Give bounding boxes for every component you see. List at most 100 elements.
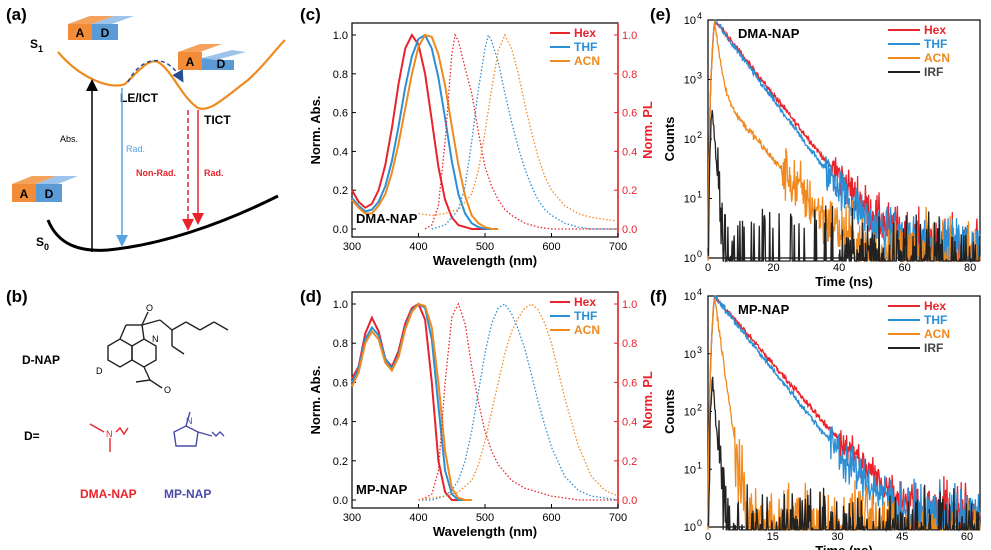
acceptor-label-bottom: A	[20, 187, 29, 201]
legend-label-thf: THF	[574, 40, 597, 54]
x-tick-label: 60	[961, 531, 973, 543]
series-hex	[707, 295, 981, 531]
sample-label: MP-NAP	[738, 302, 790, 317]
x-tick-label: 0	[705, 531, 711, 543]
y-tick-label: 0.0	[333, 495, 348, 507]
y-tick-label: 0.0	[333, 224, 348, 236]
legend-label-acn: ACN	[924, 51, 950, 65]
naphthalimide-structure	[107, 311, 229, 389]
y-axis-title: Norm. Abs.	[308, 366, 323, 435]
legend-label-hex: Hex	[574, 295, 596, 309]
y-tick-label: 0.4	[333, 417, 348, 429]
legend-label-irf: IRF	[924, 65, 943, 79]
y-tick-exponent: 3	[697, 345, 702, 355]
panel-a-label: (a)	[6, 5, 27, 24]
legend-label-acn: ACN	[574, 323, 600, 337]
x-axis-title: Wavelength (nm)	[433, 524, 537, 539]
series-acn-abs	[351, 302, 472, 501]
panel-b-label: (b)	[6, 287, 28, 306]
y-tick-exponent: 4	[697, 11, 702, 21]
series-hex-pl	[424, 33, 618, 230]
legend-label-acn: ACN	[924, 327, 950, 341]
twist-arrow	[127, 60, 184, 83]
series-irf	[707, 110, 981, 264]
y-tick-label: 10	[684, 464, 696, 476]
series-thf-abs	[351, 33, 492, 230]
y-right-tick-label: 0.2	[622, 456, 637, 468]
acceptor-label-twisted: A	[186, 55, 195, 69]
x-tick-label: 300	[343, 512, 361, 524]
chart-d: (d) 300 400 500 600 700 0.0 0.0 0.2 0.2 0.4 0.4 0.6 0…	[300, 287, 655, 539]
y-right-tick-label: 0.6	[622, 377, 637, 389]
dma-n-atom: N	[106, 429, 113, 439]
y-tick-label: 0.6	[333, 377, 348, 389]
x-tick-label: 30	[831, 531, 843, 543]
legend-label-thf: THF	[574, 309, 597, 323]
x-tick-label: 500	[476, 241, 494, 253]
series-thf	[707, 295, 981, 533]
s0-curve	[46, 194, 279, 252]
series-thf-abs	[351, 302, 472, 501]
x-tick-label: 80	[964, 262, 976, 274]
y-right-axis-title: Norm. PL	[640, 101, 655, 159]
panel-c-label: (c)	[300, 5, 321, 24]
y-tick-label: 10	[684, 407, 696, 419]
dma-structure	[89, 423, 129, 452]
x-tick-label: 40	[833, 262, 845, 274]
y-tick-label: 0.8	[333, 69, 348, 81]
chart-c: (c) 300 400 500 600 700 0.0 0.0 0.2 0.2 0.4 0.4 0.6 0…	[300, 5, 655, 268]
series-hex-pl	[418, 302, 618, 501]
y-tick-label: 10	[684, 134, 696, 146]
series-irf	[707, 376, 980, 532]
y-axis-title: Counts	[662, 389, 677, 434]
legend-label-acn: ACN	[574, 54, 600, 68]
y-right-tick-label: 0.4	[622, 417, 637, 429]
y-tick-label: 0.6	[333, 108, 348, 120]
legend-label-thf: THF	[924, 313, 947, 327]
x-tick-label: 0	[705, 262, 711, 274]
x-tick-label: 400	[409, 512, 427, 524]
y-tick-exponent: 3	[697, 71, 702, 81]
sample-label: DMA-NAP	[738, 26, 800, 41]
x-tick-label: 600	[542, 512, 560, 524]
series-hex-abs	[351, 302, 466, 501]
y-tick-label: 0.2	[333, 185, 348, 197]
y-right-tick-label: 0.8	[622, 69, 637, 81]
donor-label-bottom: D	[45, 187, 54, 201]
y-axis-title: Norm. Abs.	[308, 96, 323, 165]
rad-tict-label: Rad.	[204, 168, 224, 178]
y-tick-exponent: 4	[697, 287, 702, 297]
ad-block-bottom: A D	[12, 176, 78, 202]
o-atom-bottom: O	[164, 385, 171, 395]
o-atom-top: O	[146, 303, 153, 313]
y-tick-exponent: 0	[697, 518, 702, 528]
y-right-tick-label: 0.8	[622, 338, 637, 350]
y-right-tick-label: 0.6	[622, 108, 637, 120]
panel-a: (a) S1 S0 A D A D	[6, 5, 286, 252]
y-tick-exponent: 1	[697, 460, 702, 470]
le-ict-label: LE/ICT	[120, 91, 159, 105]
x-tick-label: 500	[476, 512, 494, 524]
sample-label: MP-NAP	[356, 482, 408, 497]
ad-block-top: A D	[68, 16, 134, 40]
y-right-tick-label: 0.4	[622, 146, 637, 158]
y-right-tick-label: 0.0	[622, 495, 637, 507]
y-axis-title: Counts	[662, 117, 677, 162]
mp-nap-label: MP-NAP	[164, 487, 211, 501]
donor-label-twisted: D	[217, 57, 226, 71]
legend-label-hex: Hex	[574, 26, 596, 40]
y-tick-exponent: 0	[697, 249, 702, 259]
y-tick-exponent: 2	[697, 130, 702, 140]
acceptor-label-top: A	[76, 26, 85, 40]
y-tick-label: 10	[684, 253, 696, 265]
y-right-tick-label: 1.0	[622, 30, 637, 42]
series-acn-pl	[418, 303, 619, 501]
x-axis-title: Time (ns)	[815, 543, 873, 550]
x-tick-label: 300	[343, 241, 361, 253]
series-hex-abs	[351, 33, 485, 230]
dma-nap-label: DMA-NAP	[80, 487, 137, 501]
x-tick-label: 400	[409, 241, 427, 253]
y-tick-label: 1.0	[333, 299, 348, 311]
